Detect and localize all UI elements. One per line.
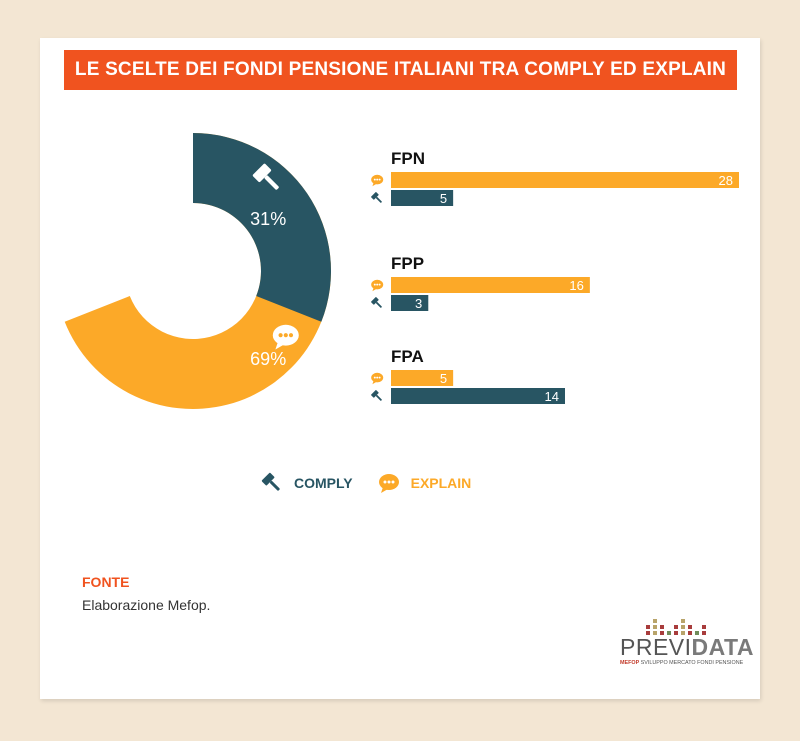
speech-bubble-icon	[371, 174, 384, 187]
legend-label-comply: COMPLY	[294, 475, 353, 491]
bar-value-fpn-explain: 28	[719, 173, 733, 188]
donut-label-comply: 31%	[250, 209, 286, 229]
logo-wordmark: PREVIDATA	[620, 634, 754, 660]
bar-value-fpa-explain: 5	[440, 371, 447, 386]
bar-value-fpa-comply: 14	[545, 389, 559, 404]
logo-subtitle: MEFOP SVILUPPO MERCATO FONDI PENSIONE	[620, 660, 744, 666]
bar-fpp-explain	[391, 277, 590, 293]
bar-fpp-comply	[391, 295, 429, 311]
speech-bubble-icon	[378, 474, 399, 493]
chart-area: 69% 31% FPN 28 5 FPP 16 3 FPA 5 14	[64, 133, 739, 409]
source-text: Elaborazione Mefop.	[82, 597, 211, 613]
previdata-logo: PREVIDATA MEFOP SVILUPPO MERCATO FONDI P…	[620, 616, 753, 668]
infographic-card: LE SCELTE DEI FONDI PENSIONE ITALIANI TR…	[40, 38, 760, 699]
speech-bubble-icon	[371, 279, 384, 292]
donut-label-explain: 69%	[250, 349, 286, 369]
gavel-icon	[261, 472, 280, 491]
donut-slice-comply	[193, 133, 331, 322]
gavel-icon	[371, 297, 382, 308]
legend-item-explain: EXPLAIN	[377, 471, 472, 495]
legend-item-comply: COMPLY	[260, 471, 353, 495]
source-label: FONTE	[82, 574, 130, 590]
legend: COMPLY EXPLAIN	[260, 468, 495, 498]
bar-value-fpp-comply: 3	[415, 296, 422, 311]
bar-fpa-comply	[391, 388, 565, 404]
gavel-icon	[252, 163, 279, 190]
bar-fpn-comply	[391, 190, 454, 206]
chart-title: LE SCELTE DEI FONDI PENSIONE ITALIANI TR…	[64, 50, 737, 90]
category-label-fpp: FPP	[391, 254, 424, 273]
bar-value-fpn-comply: 5	[440, 191, 447, 206]
bar-fpn-explain	[391, 172, 739, 188]
speech-bubble-icon	[371, 372, 384, 385]
gavel-icon	[371, 390, 382, 401]
legend-label-explain: EXPLAIN	[410, 475, 472, 491]
gavel-icon	[371, 192, 382, 203]
bar-value-fpp-explain: 16	[569, 278, 583, 293]
category-label-fpa: FPA	[391, 347, 424, 366]
bar-fpa-explain	[391, 370, 454, 386]
logo-bars	[646, 619, 706, 635]
category-label-fpn: FPN	[391, 149, 425, 168]
speech-bubble-icon	[272, 324, 299, 350]
